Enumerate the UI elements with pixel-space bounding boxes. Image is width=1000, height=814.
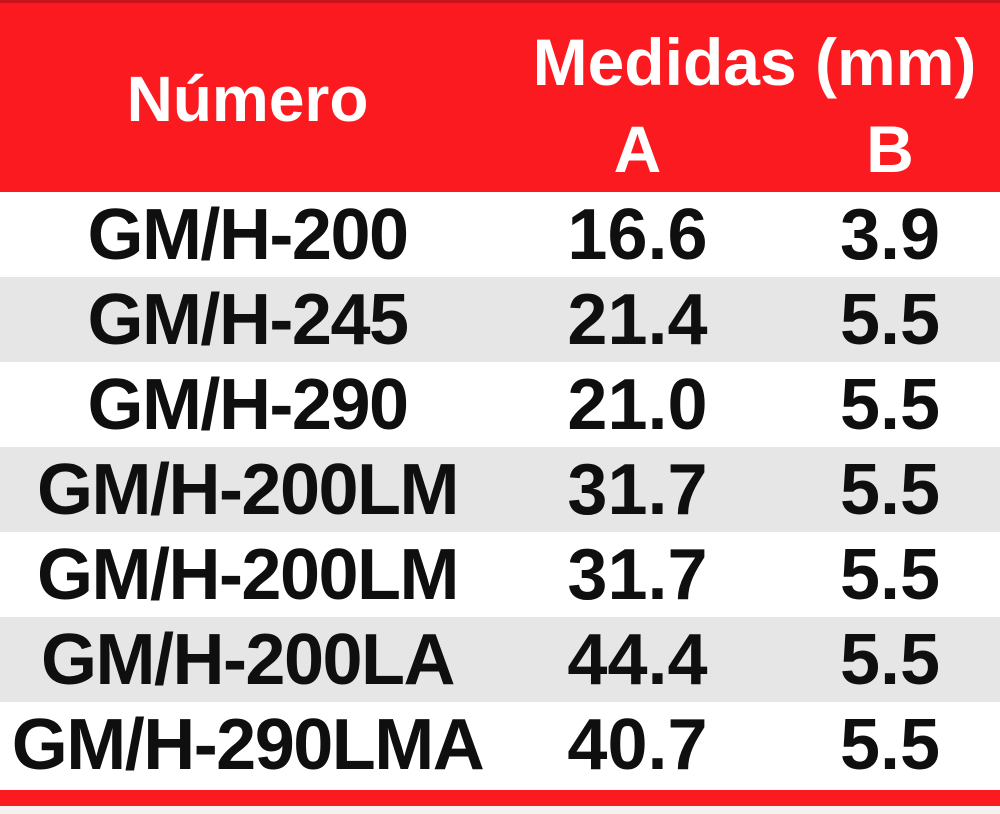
footer-red-bar xyxy=(0,790,1000,806)
numero-cell: GM/H-200LM xyxy=(36,534,460,615)
bottom-strip xyxy=(0,806,1000,814)
b-cell: 5.5 xyxy=(839,704,941,785)
a-cell: 31.7 xyxy=(567,449,708,530)
table-row: GM/H-290 21.0 5.5 xyxy=(0,362,1000,447)
table-row: GM/H-245 21.4 5.5 xyxy=(0,277,1000,362)
a-cell: 44.4 xyxy=(567,619,708,700)
table-row: GM/H-290LMA 40.7 5.5 xyxy=(0,702,1000,787)
a-cell: 40.7 xyxy=(567,704,708,785)
b-cell: 5.5 xyxy=(839,279,941,360)
numero-cell: GM/H-290 xyxy=(87,364,409,445)
table-row: GM/H-200 16.6 3.9 xyxy=(0,192,1000,277)
b-cell: 5.5 xyxy=(839,364,941,445)
b-cell: 5.5 xyxy=(839,534,941,615)
header-numero: Número xyxy=(126,63,369,135)
table-row: GM/H-200LM 31.7 5.5 xyxy=(0,532,1000,617)
table-row: GM/H-200LA 44.4 5.5 xyxy=(0,617,1000,702)
table-body: GM/H-200 16.6 3.9 GM/H-245 21.4 5.5 GM/H… xyxy=(0,192,1000,787)
table-row: GM/H-200LM 31.7 5.5 xyxy=(0,447,1000,532)
numero-cell: GM/H-290LMA xyxy=(11,704,485,785)
header-medidas: Medidas (mm) xyxy=(532,25,977,99)
numero-cell: GM/H-200LA xyxy=(40,619,456,700)
numero-cell: GM/H-200LM xyxy=(36,449,460,530)
table-header: Número Medidas (mm) A B xyxy=(0,0,1000,192)
header-col-a: A xyxy=(613,112,662,186)
a-cell: 31.7 xyxy=(567,534,708,615)
header-col-b: B xyxy=(866,112,914,186)
b-cell: 3.9 xyxy=(839,194,941,275)
a-cell: 16.6 xyxy=(567,194,708,275)
a-cell: 21.0 xyxy=(567,364,708,445)
numero-cell: GM/H-245 xyxy=(87,279,409,360)
numero-cell: GM/H-200 xyxy=(87,194,409,275)
b-cell: 5.5 xyxy=(839,449,941,530)
b-cell: 5.5 xyxy=(839,619,941,700)
a-cell: 21.4 xyxy=(567,279,708,360)
footer-gap xyxy=(0,787,1000,790)
